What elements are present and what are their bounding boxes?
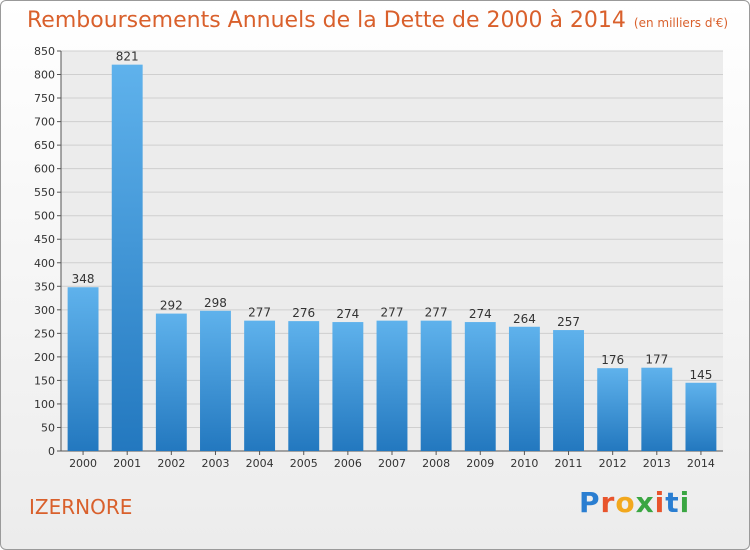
- bar: [597, 368, 629, 451]
- x-tick-label: 2008: [422, 457, 450, 470]
- data-label: 821: [116, 50, 139, 64]
- data-label: 292: [160, 299, 183, 313]
- logo-letter: o: [615, 486, 636, 519]
- bar: [244, 320, 276, 451]
- y-tick-label: 0: [48, 445, 55, 458]
- y-tick-label: 450: [34, 233, 55, 246]
- data-label: 348: [72, 272, 95, 286]
- x-tick-label: 2005: [290, 457, 318, 470]
- logo-letter: x: [635, 486, 655, 519]
- data-label: 276: [292, 306, 315, 320]
- x-tick-label: 2009: [466, 457, 494, 470]
- bar: [464, 322, 496, 451]
- y-tick-label: 300: [34, 304, 55, 317]
- data-label: 298: [204, 296, 227, 310]
- bar: [553, 330, 584, 451]
- chart-unit: (en milliers d'€): [633, 16, 729, 30]
- bar: [508, 326, 540, 451]
- data-label: 274: [469, 307, 492, 321]
- y-tick-label: 700: [34, 116, 55, 129]
- x-tick-label: 2011: [555, 457, 583, 470]
- data-label: 277: [381, 306, 404, 320]
- y-tick-label: 800: [34, 69, 55, 82]
- y-tick-label: 350: [34, 280, 55, 293]
- y-tick-label: 400: [34, 257, 55, 270]
- chart-title-text: Remboursements Annuels de la Dette de 20…: [27, 8, 626, 33]
- logo-letter: r: [600, 486, 616, 519]
- bar: [641, 367, 673, 451]
- bar: [155, 313, 187, 451]
- x-tick-label: 2000: [69, 457, 97, 470]
- y-tick-label: 650: [34, 139, 55, 152]
- data-label: 277: [425, 306, 448, 320]
- logo-letter: i: [679, 486, 691, 519]
- data-label: 176: [601, 353, 624, 367]
- x-tick-label: 2001: [113, 457, 141, 470]
- data-label: 177: [645, 353, 668, 367]
- y-tick-label: 250: [34, 327, 55, 340]
- y-tick-label: 750: [34, 92, 55, 105]
- bar: [420, 320, 452, 451]
- logo-letter: t: [665, 486, 680, 519]
- logo-letter: i: [654, 486, 666, 519]
- x-tick-label: 2010: [510, 457, 538, 470]
- proxiti-logo: Proxiti: [579, 486, 690, 519]
- bar: [288, 321, 320, 451]
- data-label: 257: [557, 315, 580, 329]
- x-tick-label: 2007: [378, 457, 406, 470]
- bar: [376, 320, 408, 451]
- data-label: 274: [336, 307, 359, 321]
- bar: [67, 287, 99, 451]
- y-tick-label: 850: [34, 45, 55, 58]
- chart-title: Remboursements Annuels de la Dette de 20…: [27, 8, 728, 33]
- y-tick-label: 150: [34, 374, 55, 387]
- x-tick-label: 2006: [334, 457, 362, 470]
- bar: [332, 322, 364, 451]
- x-tick-label: 2003: [201, 457, 229, 470]
- y-tick-label: 50: [41, 421, 55, 434]
- y-tick-label: 200: [34, 351, 55, 364]
- town-name: IZERNORE: [29, 495, 133, 519]
- y-tick-label: 100: [34, 398, 55, 411]
- x-tick-label: 2014: [687, 457, 715, 470]
- data-label: 145: [689, 368, 712, 382]
- y-tick-label: 550: [34, 186, 55, 199]
- data-label: 277: [248, 306, 271, 320]
- x-tick-label: 2004: [246, 457, 274, 470]
- y-tick-label: 600: [34, 163, 55, 176]
- bar: [685, 382, 717, 451]
- data-label: 264: [513, 312, 536, 326]
- bar: [200, 310, 231, 451]
- x-tick-label: 2012: [599, 457, 627, 470]
- y-tick-label: 500: [34, 210, 55, 223]
- x-tick-label: 2002: [157, 457, 185, 470]
- bar: [111, 64, 143, 451]
- logo-letter: P: [579, 486, 601, 519]
- x-tick-label: 2013: [643, 457, 671, 470]
